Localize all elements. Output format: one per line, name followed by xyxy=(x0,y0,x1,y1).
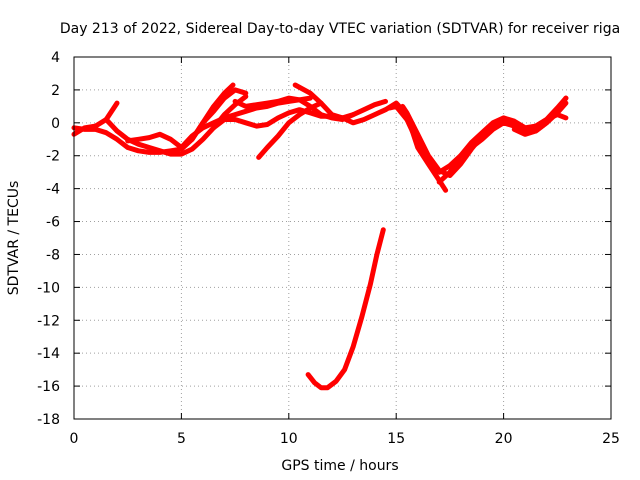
series-arc-5 xyxy=(178,95,313,150)
y-tick-label: 4 xyxy=(51,50,60,66)
y-tick-label: -16 xyxy=(37,379,60,395)
y-tick-label: -14 xyxy=(37,346,60,362)
x-axis-label: GPS time / hours xyxy=(281,458,398,474)
y-tick-label: -12 xyxy=(37,313,60,329)
x-tick-label: 5 xyxy=(177,431,186,447)
y-tick-label: 0 xyxy=(51,116,60,132)
y-tick-label: -2 xyxy=(46,149,60,165)
series-arc-9 xyxy=(292,82,449,193)
y-tick-label: 2 xyxy=(51,83,60,99)
x-tick-label: 15 xyxy=(387,431,405,447)
series-arc-13 xyxy=(511,100,569,137)
y-tick-label: -18 xyxy=(37,412,60,428)
series-arc-14 xyxy=(305,227,386,391)
y-tick-label: -10 xyxy=(37,280,60,296)
y-axis-label: SDTVAR / TECUs xyxy=(6,181,22,296)
y-tick-label: -8 xyxy=(46,247,60,263)
grid-lines xyxy=(74,57,611,419)
series-arc-8 xyxy=(256,100,324,160)
y-tick-label: -4 xyxy=(46,182,60,198)
x-tick-label: 25 xyxy=(602,431,620,447)
y-tick-label: -6 xyxy=(46,215,60,231)
chart-title: Day 213 of 2022, Sidereal Day-to-day VTE… xyxy=(60,21,620,37)
x-tick-label: 10 xyxy=(280,431,298,447)
x-tick-label: 0 xyxy=(70,431,79,447)
plot-frame xyxy=(73,56,612,420)
x-tick-label: 20 xyxy=(495,431,513,447)
data-series xyxy=(71,82,569,391)
